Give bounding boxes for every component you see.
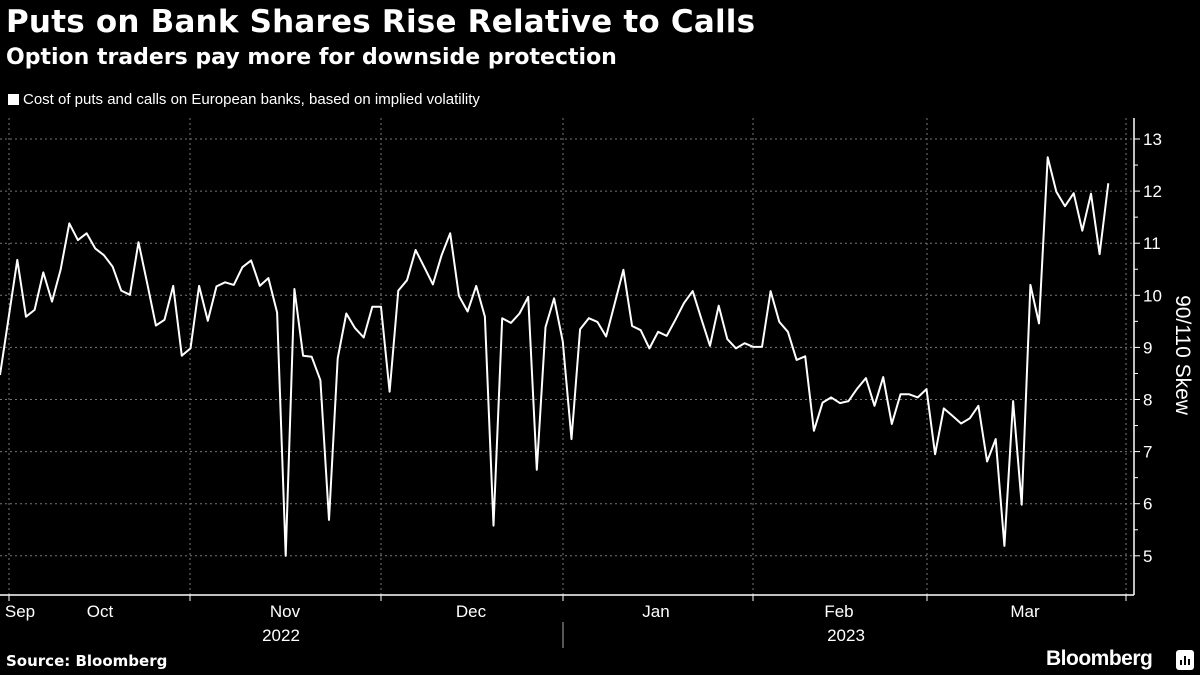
bloomberg-logo: Bloomberg [1046,647,1153,670]
grid [0,118,1134,595]
legend-swatch [8,94,19,105]
x-tick-label-jan: Jan [642,602,669,621]
y-tick-label: 8 [1143,391,1152,410]
chart-icon [1176,650,1194,670]
x-tick-label-feb: Feb [824,602,853,621]
x-tick-label-dec: Dec [456,602,487,621]
x-tick-label-oct: Oct [87,602,114,621]
x-year-label: 2022 [262,626,300,645]
y-axis-label: 90/110 Skew [1171,295,1194,416]
y-tick-label: 12 [1143,182,1162,201]
y-tick-label: 7 [1143,443,1152,462]
y-tick-label: 11 [1143,234,1161,253]
x-tick-label-sep: Sep [5,602,35,621]
y-tick-label: 6 [1143,495,1152,514]
x-tick-label-mar: Mar [1010,602,1040,621]
source-note: Source: Bloomberg [6,652,168,670]
legend: Cost of puts and calls on European banks… [8,91,480,108]
y-tick-label: 13 [1143,130,1162,149]
y-tick-label: 9 [1143,338,1152,357]
x-year-label: 2023 [827,626,865,645]
legend-label: Cost of puts and calls on European banks… [23,91,480,108]
axes: 13 12 11 10 9 8 7 6 5 Sep Oct Nov Dec Jan Feb Mar 2022 20… [0,118,1162,648]
x-tick-label-nov: Nov [270,602,301,621]
series-line [0,156,1110,557]
chart-subtitle: Option traders pay more for downside pro… [6,45,617,70]
y-tick-label: 10 [1143,286,1162,305]
y-tick-label: 5 [1143,547,1152,566]
chart-title: Puts on Bank Shares Rise Relative to Cal… [6,4,756,40]
